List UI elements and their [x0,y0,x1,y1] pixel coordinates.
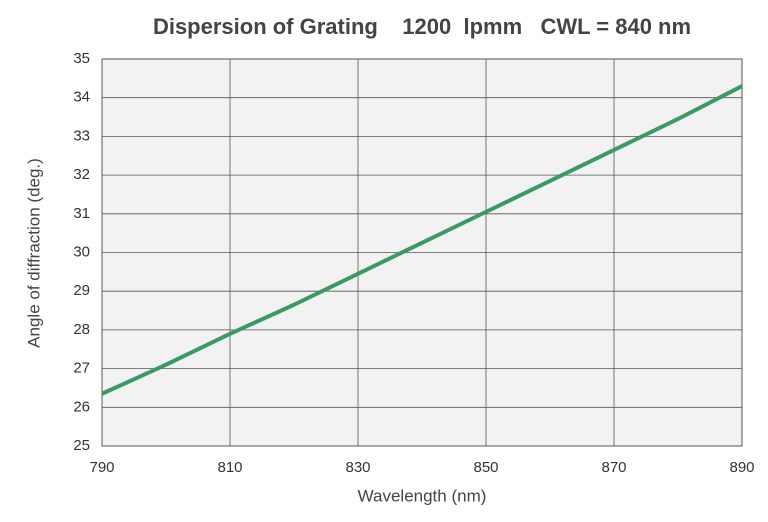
x-axis-label: Wavelength (nm) [358,486,487,505]
y-tick-label: 34 [73,89,90,106]
x-tick-label: 830 [345,459,370,476]
x-tick-label: 870 [601,459,626,476]
chart-title: Dispersion of Grating 1200 lpmm CWL = 84… [153,14,691,39]
y-tick-label: 30 [73,243,90,260]
x-tick-label: 850 [473,459,498,476]
plot-border [101,58,743,447]
x-tick-label: 890 [729,459,754,476]
y-tick-label: 33 [73,127,90,144]
y-tick-label: 27 [73,360,90,377]
x-tick-label: 810 [217,459,242,476]
y-tick-label: 32 [73,166,90,183]
y-tick-label: 35 [73,50,90,67]
data-line [101,84,743,396]
y-tick-label: 31 [73,205,90,222]
y-tick-label: 26 [73,398,90,415]
y-tick-label: 29 [73,282,90,299]
y-tick-label: 25 [73,437,90,454]
x-tick-label: 790 [89,459,114,476]
y-tick-label: 28 [73,321,90,338]
y-axis-label: Angle of diffraction (deg.) [24,158,43,348]
